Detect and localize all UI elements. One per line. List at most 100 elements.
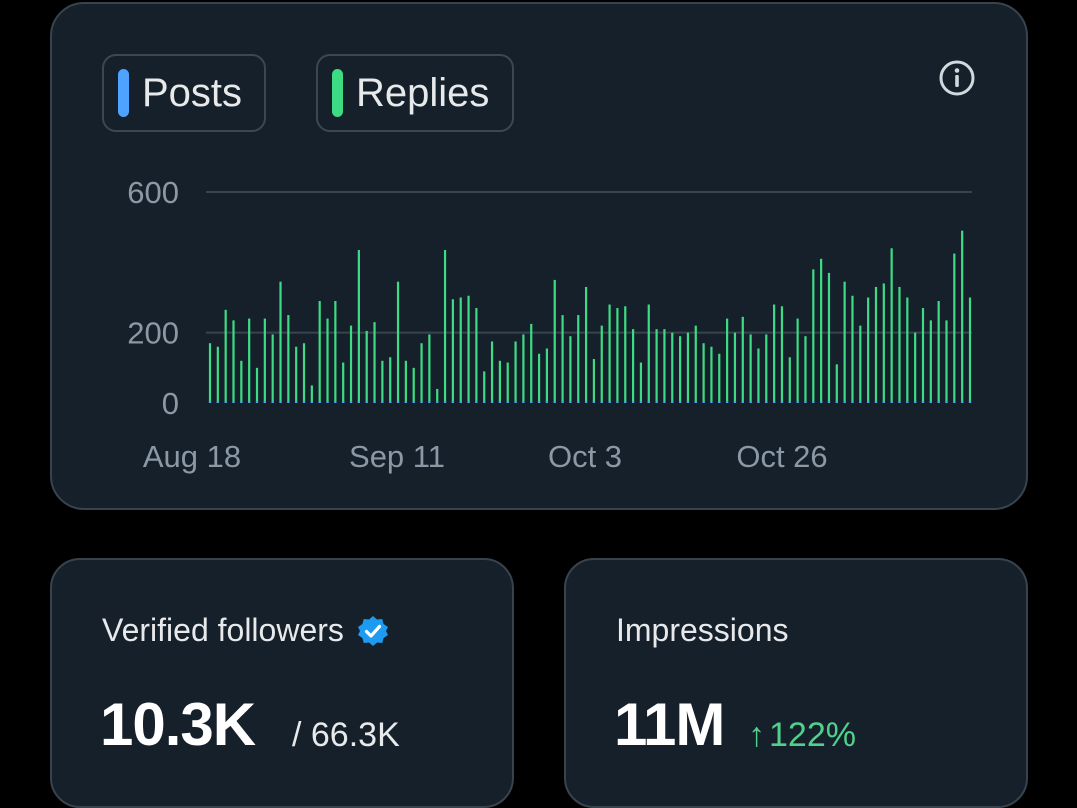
post-bar <box>945 400 948 403</box>
post-bar <box>882 400 885 403</box>
reply-bar <box>780 306 784 403</box>
reply-bar <box>522 334 525 403</box>
legend-replies-toggle[interactable]: Replies <box>316 54 514 132</box>
reply-bar <box>443 250 447 403</box>
x-tick-label: Oct 3 <box>548 439 622 474</box>
post-bar <box>255 400 259 403</box>
post-bar <box>765 400 768 403</box>
post-bar <box>663 400 666 403</box>
reply-bar <box>224 309 227 403</box>
reply-bar <box>373 322 376 403</box>
reply-bar <box>890 248 893 403</box>
post-bar <box>796 400 799 403</box>
post-bar <box>914 400 917 403</box>
reply-bar <box>334 301 337 403</box>
post-bar <box>412 400 415 403</box>
reply-bar <box>232 320 235 403</box>
legend-posts-toggle[interactable]: Posts <box>102 54 266 132</box>
reply-bar <box>749 334 752 403</box>
reply-bar <box>365 330 368 403</box>
reply-bar <box>255 367 259 403</box>
reply-bar <box>624 306 627 403</box>
post-bar <box>741 400 744 403</box>
reply-bar <box>467 295 470 403</box>
reply-bar <box>827 272 831 403</box>
post-bar <box>584 400 588 403</box>
reply-bar <box>679 336 682 403</box>
reply-bar <box>389 357 392 403</box>
post-bar <box>389 400 392 403</box>
reply-bar <box>569 336 572 403</box>
post-bar <box>373 400 376 403</box>
reply-bar <box>914 332 917 403</box>
post-bar <box>710 400 713 403</box>
reply-bar <box>483 371 486 403</box>
reply-bar <box>302 343 306 403</box>
reply-bar <box>945 320 948 403</box>
reply-bar <box>412 367 415 403</box>
post-bar <box>240 400 243 403</box>
post-bar <box>639 400 643 403</box>
post-bar <box>451 400 454 403</box>
x-tick-label: Aug 18 <box>143 439 241 474</box>
reply-bar <box>608 304 611 403</box>
post-bar <box>874 400 878 403</box>
post-bar <box>381 400 384 403</box>
reply-bar <box>788 357 791 403</box>
impressions-label: Impressions <box>616 612 789 648</box>
post-bar <box>248 400 251 403</box>
verified-followers-value: 10.3K <box>100 691 256 758</box>
legend-posts-label: Posts <box>142 70 243 115</box>
y-tick-label: 0 <box>162 386 179 421</box>
post-bar <box>522 400 525 403</box>
reply-bar <box>577 315 580 403</box>
reply-bar <box>600 325 603 403</box>
reply-bar <box>647 304 650 403</box>
reply-bar <box>874 286 878 403</box>
post-bar <box>420 400 423 403</box>
reply-bar <box>726 318 729 403</box>
reply-bar <box>718 353 721 403</box>
info-circle-icon[interactable] <box>938 59 976 97</box>
reply-bar <box>498 360 501 403</box>
reply-bar <box>240 360 243 403</box>
reply-bar <box>537 353 541 403</box>
post-bar <box>357 400 360 403</box>
reply-bar <box>381 360 384 403</box>
impressions-value: 11M <box>614 691 725 758</box>
reply-bar <box>937 301 940 403</box>
post-bar <box>600 400 603 403</box>
reply-bar <box>553 279 556 403</box>
reply-bar <box>710 346 713 403</box>
reply-bar <box>835 364 838 403</box>
reply-bar <box>859 325 862 403</box>
reply-bar <box>733 332 737 403</box>
post-bar <box>459 400 462 403</box>
post-bar <box>624 400 627 403</box>
reply-bar <box>530 323 533 403</box>
post-bar <box>263 400 266 403</box>
post-bar <box>436 400 439 403</box>
post-bar <box>271 400 274 403</box>
post-bar <box>953 400 956 403</box>
post-bar <box>428 400 431 403</box>
reply-bar <box>804 336 807 403</box>
y-tick-label: 200 <box>127 316 179 351</box>
reply-bar <box>741 316 744 403</box>
impressions-card: Impressions 11M ↑ 122% <box>564 558 1028 808</box>
reply-bar <box>694 325 697 403</box>
posts-swatch <box>118 69 129 117</box>
post-bar <box>812 400 815 403</box>
post-bar <box>561 400 564 403</box>
reply-bar <box>561 315 564 403</box>
verified-followers-card: Verified followers 10.3K / 66.3K <box>50 558 514 808</box>
reply-bar <box>686 332 690 403</box>
reply-bar <box>436 388 439 403</box>
post-bar <box>851 400 854 403</box>
post-bar <box>396 400 400 403</box>
post-bar <box>334 400 337 403</box>
post-bar <box>655 400 658 403</box>
reply-bar <box>929 320 932 403</box>
post-bar <box>890 400 893 403</box>
post-bar <box>726 400 729 403</box>
